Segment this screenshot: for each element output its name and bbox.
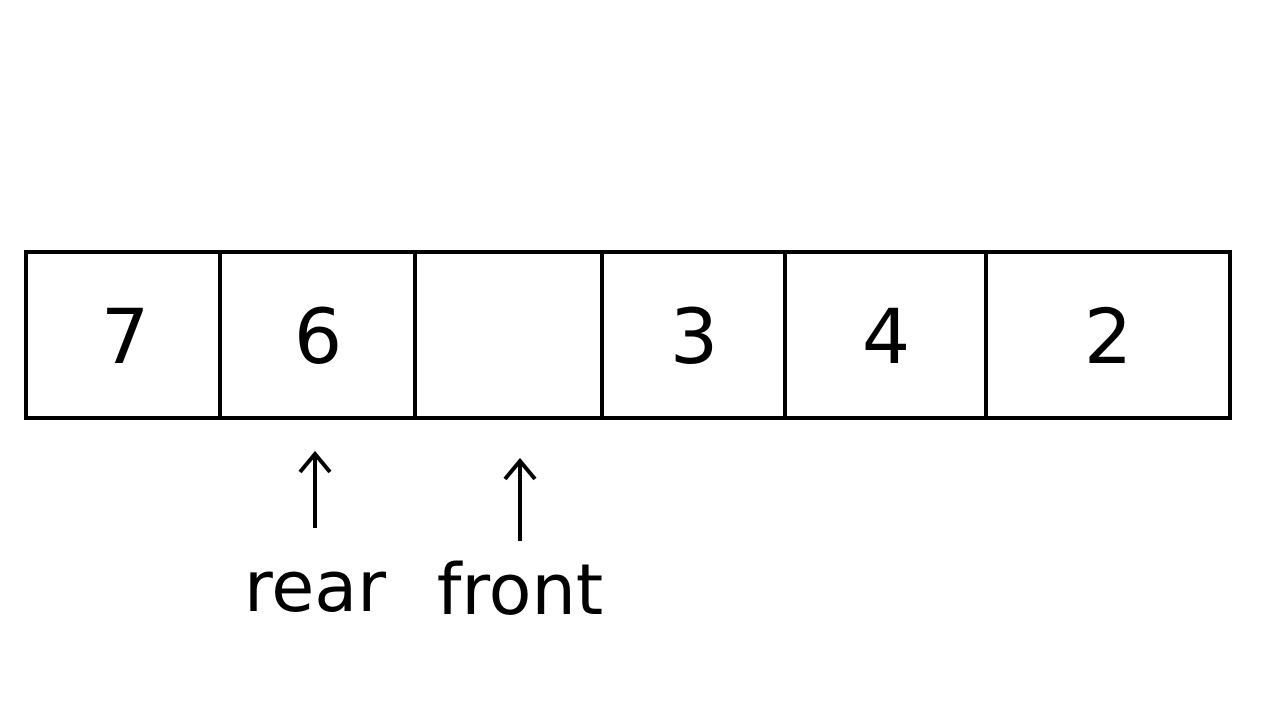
rear-label: rear: [244, 546, 386, 628]
queue-cell-3: 3: [600, 254, 784, 416]
up-arrow-icon: [503, 457, 537, 541]
front-pointer: front: [425, 457, 615, 625]
queue-cell-2: [413, 254, 601, 416]
queue-cell-0: 7: [100, 292, 150, 381]
circular-queue-array: 7 6 3 4 2: [24, 250, 1232, 420]
queue-cell-1: 6: [218, 254, 414, 416]
queue-cell-5: 2: [984, 254, 1228, 416]
rear-pointer: rear: [230, 450, 400, 622]
front-label: front: [436, 549, 604, 631]
queue-cell-4: 4: [783, 254, 985, 416]
up-arrow-icon: [298, 450, 332, 528]
